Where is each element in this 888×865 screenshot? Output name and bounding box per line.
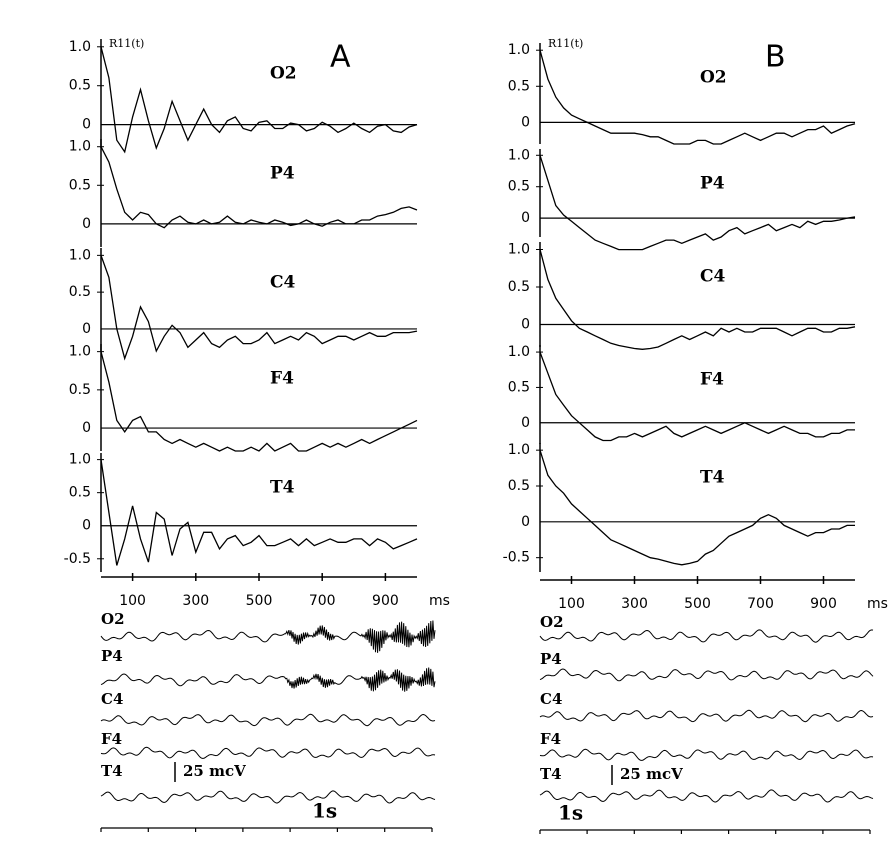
autocorrelation-line bbox=[539, 50, 856, 145]
subplot-name: O2 bbox=[700, 68, 727, 88]
y-tick-label: 1.0 bbox=[69, 139, 91, 155]
x-tick-label: 100 bbox=[119, 593, 146, 609]
autocorrelation-line bbox=[100, 146, 418, 229]
y-tick-label: 0.5 bbox=[69, 382, 91, 398]
autocorrelation-line bbox=[100, 459, 418, 566]
y-tick-label: 0 bbox=[521, 114, 530, 130]
subplot-name: C4 bbox=[270, 273, 296, 293]
y-tick-label: 1.0 bbox=[69, 452, 91, 468]
subplot-name: F4 bbox=[700, 370, 724, 390]
y-tick-label: 1.0 bbox=[69, 344, 91, 360]
x-tick-label: 500 bbox=[246, 593, 273, 609]
y-tick-label: 0.5 bbox=[508, 379, 530, 395]
eeg-channel-label: C4 bbox=[540, 690, 562, 708]
eeg-trace bbox=[100, 667, 436, 692]
time-marker-line bbox=[100, 827, 433, 832]
y-tick-label: -0.5 bbox=[503, 550, 530, 566]
y-tick-label: 0.5 bbox=[69, 177, 91, 193]
autocorrelation-line bbox=[100, 46, 418, 154]
subplot-name: P4 bbox=[270, 164, 295, 184]
eeg-channel-label: O2 bbox=[101, 610, 125, 628]
panel-letter: B bbox=[765, 40, 786, 75]
panel-letter: A bbox=[330, 40, 351, 75]
y-tick-label: 1.0 bbox=[508, 242, 530, 258]
eeg-channel-label: T4 bbox=[101, 762, 123, 780]
y-tick-label: 0 bbox=[82, 216, 91, 232]
eeg-trace bbox=[100, 790, 436, 804]
y-tick-label: 0 bbox=[82, 117, 91, 133]
eeg-trace bbox=[100, 620, 436, 653]
y-tick-label: 0 bbox=[521, 415, 530, 431]
eeg-trace bbox=[539, 748, 874, 761]
x-tick-label: 900 bbox=[372, 593, 399, 609]
subplot-name: P4 bbox=[700, 174, 725, 194]
x-tick-label: 500 bbox=[684, 596, 711, 612]
eeg-channel-label: O2 bbox=[540, 613, 564, 631]
y-axis-label: R11(t) bbox=[109, 37, 144, 50]
eeg-channel-label: C4 bbox=[101, 690, 123, 708]
x-tick-label: 300 bbox=[621, 596, 648, 612]
amplitude-label: 25 mcV bbox=[620, 765, 683, 783]
subplot-name: T4 bbox=[700, 468, 725, 488]
y-tick-label: 0.5 bbox=[508, 78, 530, 94]
eeg-trace bbox=[100, 746, 436, 759]
eeg-channel-label: F4 bbox=[101, 730, 122, 748]
y-tick-label: 1.0 bbox=[69, 39, 91, 55]
eeg-channel-label: P4 bbox=[540, 650, 562, 668]
x-axis-unit: ms bbox=[429, 593, 450, 609]
eeg-channel-label: P4 bbox=[101, 647, 123, 665]
y-tick-label: 0 bbox=[82, 321, 91, 337]
y-tick-label: 1.0 bbox=[508, 442, 530, 458]
eeg-trace bbox=[539, 629, 874, 643]
y-tick-label: 0 bbox=[82, 420, 91, 436]
y-tick-label: 0.5 bbox=[508, 279, 530, 295]
y-tick-label: 0 bbox=[521, 210, 530, 226]
x-tick-label: 700 bbox=[309, 593, 336, 609]
subplot-name: T4 bbox=[270, 478, 295, 498]
time-scale-label: 1s bbox=[312, 799, 337, 823]
eeg-channel-label: T4 bbox=[540, 765, 562, 783]
eeg-trace bbox=[100, 713, 436, 727]
eeg-channel-label: F4 bbox=[540, 730, 561, 748]
y-tick-label: 1.0 bbox=[508, 344, 530, 360]
y-tick-label: 0.5 bbox=[508, 478, 530, 494]
y-axis-label: R11(t) bbox=[548, 37, 583, 50]
autocorrelation-line bbox=[100, 255, 418, 361]
y-tick-label: 0 bbox=[521, 317, 530, 333]
eeg-trace bbox=[539, 709, 874, 723]
subplot-name: O2 bbox=[270, 64, 297, 84]
y-tick-label: 0.5 bbox=[69, 485, 91, 501]
y-tick-label: 1.0 bbox=[69, 247, 91, 263]
time-marker-line bbox=[539, 829, 871, 834]
autocorrelation-line bbox=[539, 249, 856, 350]
y-tick-label: 0.5 bbox=[508, 179, 530, 195]
autocorrelation-line bbox=[539, 351, 855, 442]
amplitude-label: 25 mcV bbox=[183, 762, 246, 780]
y-tick-label: 0 bbox=[82, 518, 91, 534]
y-tick-label: -0.5 bbox=[64, 551, 91, 567]
subplot-name: F4 bbox=[270, 369, 294, 389]
x-tick-label: 100 bbox=[558, 596, 585, 612]
y-tick-label: 1.0 bbox=[508, 42, 530, 58]
eeg-trace bbox=[539, 668, 874, 682]
x-tick-label: 300 bbox=[182, 593, 209, 609]
y-tick-label: 0.5 bbox=[69, 78, 91, 94]
y-tick-label: 0 bbox=[521, 514, 530, 530]
autocorrelation-line bbox=[539, 155, 856, 251]
autocorrelation-line bbox=[539, 450, 855, 566]
y-tick-label: 1.0 bbox=[508, 147, 530, 163]
subplot-name: C4 bbox=[700, 267, 726, 287]
eeg-trace bbox=[539, 789, 874, 803]
y-tick-label: 0.5 bbox=[69, 284, 91, 300]
x-tick-label: 700 bbox=[747, 596, 774, 612]
time-scale-label: 1s bbox=[558, 801, 583, 825]
x-axis-unit: ms bbox=[867, 596, 888, 612]
autocorrelation-line bbox=[100, 351, 418, 452]
x-tick-label: 900 bbox=[810, 596, 837, 612]
